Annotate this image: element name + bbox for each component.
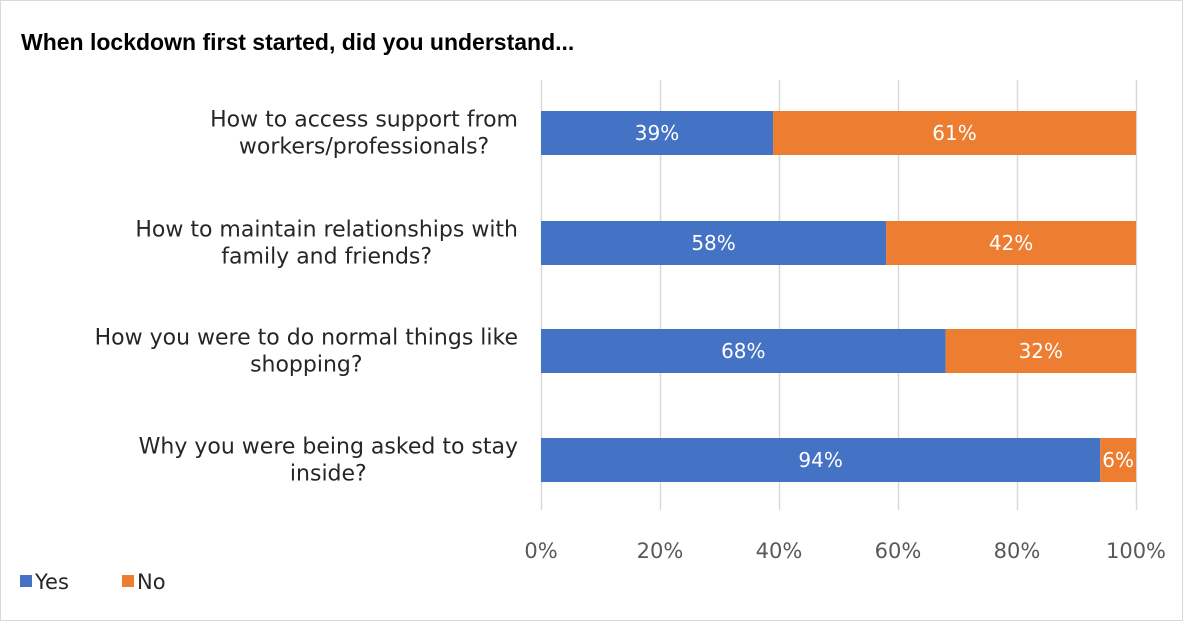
category-label-line: Why you were being asked to stay — [139, 435, 518, 460]
bar-no-3 — [945, 329, 1136, 373]
category-label-line: workers/professionals? — [239, 135, 489, 160]
bar-no-2 — [886, 221, 1136, 265]
bar-yes-3 — [541, 329, 946, 373]
x-tick-label-0pct: 0% — [524, 539, 557, 563]
category-label-1: How to access support from workers/profes… — [210, 108, 518, 160]
legend-swatch-yes — [20, 575, 32, 587]
bar-no-1 — [773, 111, 1136, 155]
category-label-line: family and friends? — [221, 245, 432, 270]
data-label-yes-3: 68% — [721, 339, 765, 363]
x-tick-label-100pct: 100% — [1106, 539, 1166, 563]
x-tick-label-60pct: 60% — [875, 539, 922, 563]
category-label-4: Why you were being asked to stay inside? — [139, 435, 518, 487]
category-label-3: How you were to do normal things like sho… — [95, 326, 518, 378]
data-label-no-2: 42% — [989, 231, 1033, 255]
category-label-line: How to maintain relationships with — [135, 218, 518, 243]
x-tick-label-20pct: 20% — [637, 539, 684, 563]
data-label-yes-2: 58% — [691, 231, 735, 255]
data-label-no-1: 61% — [932, 121, 976, 145]
category-label-line: shopping? — [250, 353, 363, 378]
category-label-2: How to maintain relationships with family… — [135, 218, 518, 270]
category-labels: How to access support from workers/profes… — [95, 108, 518, 487]
bar-yes-4 — [541, 438, 1101, 482]
legend: Yes No — [20, 570, 166, 594]
category-label-line: How you were to do normal things like — [95, 326, 518, 351]
category-label-line: How to access support from — [210, 108, 518, 133]
chart-title: When lockdown first started, did you und… — [21, 29, 575, 55]
legend-label-no: No — [137, 570, 166, 594]
data-label-no-4: 6% — [1102, 448, 1134, 472]
x-tick-label-40pct: 40% — [756, 539, 803, 563]
bar-yes-2 — [541, 221, 887, 265]
data-label-yes-1: 39% — [635, 121, 679, 145]
bar-yes-1 — [541, 111, 774, 155]
bar-no-4 — [1100, 438, 1136, 482]
data-label-yes-4: 94% — [798, 448, 842, 472]
legend-label-yes: Yes — [34, 570, 69, 594]
x-axis-tick-labels: 0% 20% 40% 60% 80% 100% — [524, 539, 1166, 563]
category-label-line: inside? — [290, 462, 367, 487]
x-tick-label-80pct: 80% — [994, 539, 1041, 563]
bars: 39% 61% 58% 42% 68% 32% 94% 6% — [541, 111, 1136, 482]
data-label-no-3: 32% — [1019, 339, 1063, 363]
legend-swatch-no — [122, 575, 134, 587]
